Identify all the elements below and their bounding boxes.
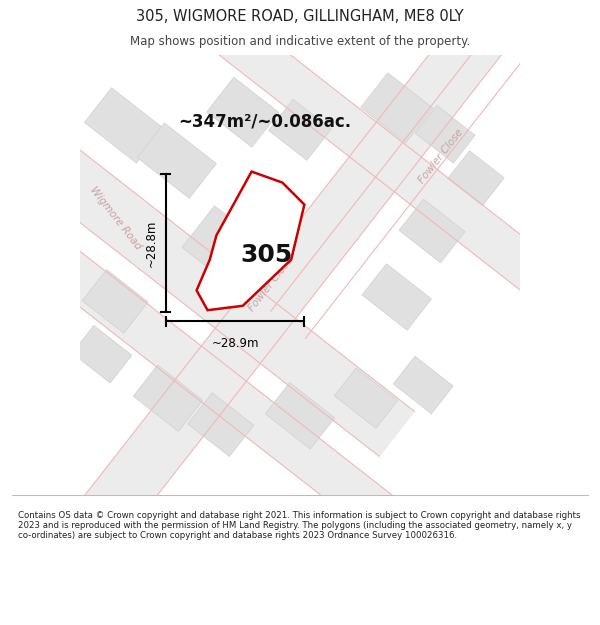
Text: ~347m²/~0.086ac.: ~347m²/~0.086ac. [178,112,352,130]
Polygon shape [0,5,415,457]
Text: Map shows position and indicative extent of the property.: Map shows position and indicative extent… [130,35,470,48]
Polygon shape [399,199,465,263]
Text: Fowler Close: Fowler Close [247,255,296,313]
Text: ~28.9m: ~28.9m [211,337,259,349]
Polygon shape [393,356,453,414]
Polygon shape [133,365,203,431]
Polygon shape [74,0,526,544]
Text: ~28.8m: ~28.8m [145,219,158,267]
Polygon shape [362,264,431,330]
Polygon shape [72,326,132,383]
Polygon shape [26,231,574,625]
Polygon shape [207,78,279,147]
Text: Fowler Close: Fowler Close [416,127,465,185]
Polygon shape [188,392,254,456]
Polygon shape [85,88,164,163]
Polygon shape [269,99,331,160]
Text: 305: 305 [241,244,293,268]
Text: 305, WIGMORE ROAD, GILLINGHAM, ME8 0LY: 305, WIGMORE ROAD, GILLINGHAM, ME8 0LY [136,9,464,24]
Polygon shape [82,269,148,333]
Polygon shape [334,368,398,428]
Polygon shape [448,151,504,206]
Polygon shape [415,106,475,163]
Polygon shape [26,0,574,311]
Polygon shape [361,73,433,142]
Polygon shape [182,206,260,282]
Polygon shape [137,123,217,198]
Text: Wigmore Road: Wigmore Road [88,184,143,251]
Polygon shape [265,382,335,449]
Polygon shape [197,172,304,310]
Text: Contains OS data © Crown copyright and database right 2021. This information is : Contains OS data © Crown copyright and d… [18,511,581,541]
